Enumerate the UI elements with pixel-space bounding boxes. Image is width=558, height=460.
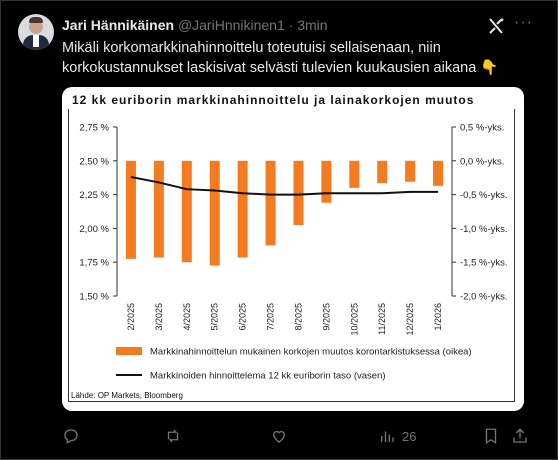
- bar: [181, 160, 192, 263]
- bar: [293, 160, 304, 226]
- bookmark-button[interactable]: [482, 427, 500, 445]
- x-tick-label: 2/2025: [126, 303, 136, 331]
- legend-line-label: Markkinoiden hinnoittelema 12 kk euribor…: [150, 371, 386, 382]
- heart-icon: [273, 430, 285, 443]
- bar: [237, 160, 248, 258]
- left-tick-label: 2,25 %: [79, 190, 109, 201]
- right-tick-label: -2,0 %-yks.: [460, 292, 508, 303]
- left-tick-label: 1,50 %: [79, 292, 109, 303]
- separator: ·: [288, 17, 294, 33]
- legend-bar-swatch: [116, 347, 142, 355]
- x-tick-label: 1/2026: [433, 303, 443, 331]
- x-tick-label: 3/2025: [154, 303, 164, 331]
- like-button[interactable]: [270, 427, 294, 445]
- left-tick-label: 2,00 %: [79, 224, 109, 235]
- chart-title: 12 kk euriborin markkinahinnoittelu ja l…: [72, 93, 475, 107]
- author-name[interactable]: Jari Hännikäinen: [62, 17, 175, 33]
- chart-border: [68, 109, 515, 402]
- share-icon: [513, 428, 527, 443]
- views-count: 26: [402, 428, 417, 444]
- avatar-shirt: [33, 35, 39, 47]
- bar: [265, 160, 276, 246]
- left-tick-label: 2,50 %: [79, 156, 109, 167]
- right-tick-label: -1,5 %-yks.: [460, 258, 508, 269]
- x-tick-label: 9/2025: [321, 303, 331, 331]
- action-bar: 26: [0, 427, 558, 447]
- right-tick-label: -0,5 %-yks.: [460, 190, 508, 201]
- bar: [321, 160, 332, 203]
- tweet-header: Jari Hännikäinen @JariHnnikinen1 · 3min: [62, 17, 328, 33]
- chart-source: Lähde: OP Markets, Bloomberg: [71, 391, 183, 400]
- series-line: [130, 176, 439, 196]
- tweet-text: Mikäli korkomarkkinahinnoittelu toteutui…: [62, 40, 499, 76]
- chart-image[interactable]: 12 kk euriborin markkinahinnoittelu ja l…: [62, 87, 524, 411]
- bar: [125, 160, 136, 259]
- reply-button[interactable]: [62, 427, 86, 445]
- legend-bar-label: Markkinahinnoittelun mukainen korkojen m…: [150, 347, 472, 358]
- bar: [433, 160, 444, 186]
- bar: [405, 160, 416, 182]
- views-button[interactable]: 26: [378, 427, 416, 445]
- x-tick-label: 11/2025: [377, 303, 387, 335]
- avatar[interactable]: [18, 14, 54, 50]
- bar: [377, 160, 388, 184]
- grok-icon[interactable]: [486, 16, 506, 36]
- x-tick-label: 5/2025: [210, 303, 220, 331]
- author-handle[interactable]: @JariHnnikinen1: [177, 17, 285, 33]
- share-button[interactable]: [511, 427, 529, 445]
- bar: [153, 160, 164, 258]
- x-tick-label: 7/2025: [266, 303, 276, 331]
- right-tick-label: 0,5 %-yks.: [460, 123, 504, 134]
- retweet-button[interactable]: [164, 427, 188, 445]
- chart-svg: 2,75 % 2,50 % 2,25 % 2,00 % 1,75 % 1,50 % 0,5 …: [71, 123, 508, 401]
- retweet-icon: [167, 429, 179, 443]
- tweet-time[interactable]: 3min: [297, 17, 328, 33]
- x-tick-label: 8/2025: [293, 303, 303, 331]
- bar: [349, 160, 360, 188]
- x-tick-label: 12/2025: [405, 303, 415, 336]
- x-tick-label: 4/2025: [182, 303, 192, 331]
- views-icon: [381, 431, 394, 442]
- bookmark-icon: [485, 428, 497, 445]
- x-tick-label: 6/2025: [238, 303, 248, 331]
- bar: [209, 160, 220, 266]
- left-tick-label: 1,75 %: [79, 258, 109, 269]
- reply-icon: [64, 429, 78, 444]
- avatar-hair: [29, 17, 43, 23]
- left-tick-label: 2,75 %: [79, 123, 109, 134]
- right-tick-label: 0,0 %-yks.: [460, 156, 504, 167]
- right-tick-label: -1,0 %-yks.: [460, 224, 508, 235]
- more-icon[interactable]: ···: [514, 14, 533, 31]
- x-tick-label: 10/2025: [349, 303, 359, 336]
